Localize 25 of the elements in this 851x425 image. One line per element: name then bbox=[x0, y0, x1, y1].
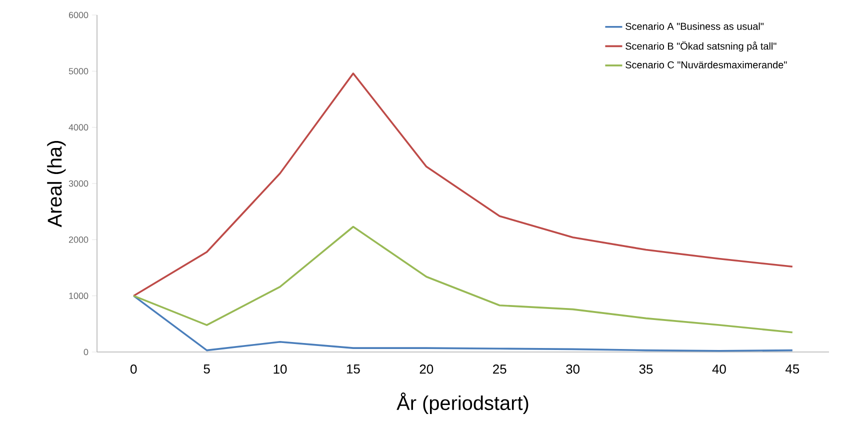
x-tick-label: 20 bbox=[420, 364, 434, 374]
y-tick-label: 5000 bbox=[68, 68, 88, 74]
x-tick-label: 15 bbox=[346, 364, 360, 374]
x-tick-label: 10 bbox=[274, 364, 287, 374]
x-tick-label: 30 bbox=[566, 364, 580, 374]
x-tick-label: 5 bbox=[204, 364, 210, 374]
y-axis-title: Areal (ha) bbox=[47, 141, 66, 228]
legend-label: Scenario B "Ökad satsning på tall" bbox=[626, 41, 776, 52]
line-series bbox=[132, 294, 794, 352]
y-tick-label: 0 bbox=[84, 348, 88, 356]
line-series bbox=[132, 72, 794, 297]
y-tick-label: 1000 bbox=[69, 292, 88, 300]
y-tick-label: 3000 bbox=[68, 180, 88, 187]
x-tick-label: 35 bbox=[639, 364, 653, 374]
x-tick-label: 25 bbox=[493, 364, 506, 374]
x-tick-label: 40 bbox=[712, 364, 726, 374]
legend-label: Scenario C "Nuvärdesmaximerande" bbox=[626, 61, 787, 68]
legend-label: Scenario A "Business as usual" bbox=[626, 22, 764, 30]
y-tick-label: 4000 bbox=[68, 124, 88, 131]
x-tick-label: 0 bbox=[130, 364, 137, 374]
y-tick-label: 2000 bbox=[68, 236, 88, 243]
x-tick-label: 45 bbox=[786, 364, 800, 374]
y-tick-label: 6000 bbox=[68, 12, 88, 18]
x-axis-title: År (periodstart) bbox=[396, 392, 528, 414]
line-series bbox=[132, 226, 794, 334]
